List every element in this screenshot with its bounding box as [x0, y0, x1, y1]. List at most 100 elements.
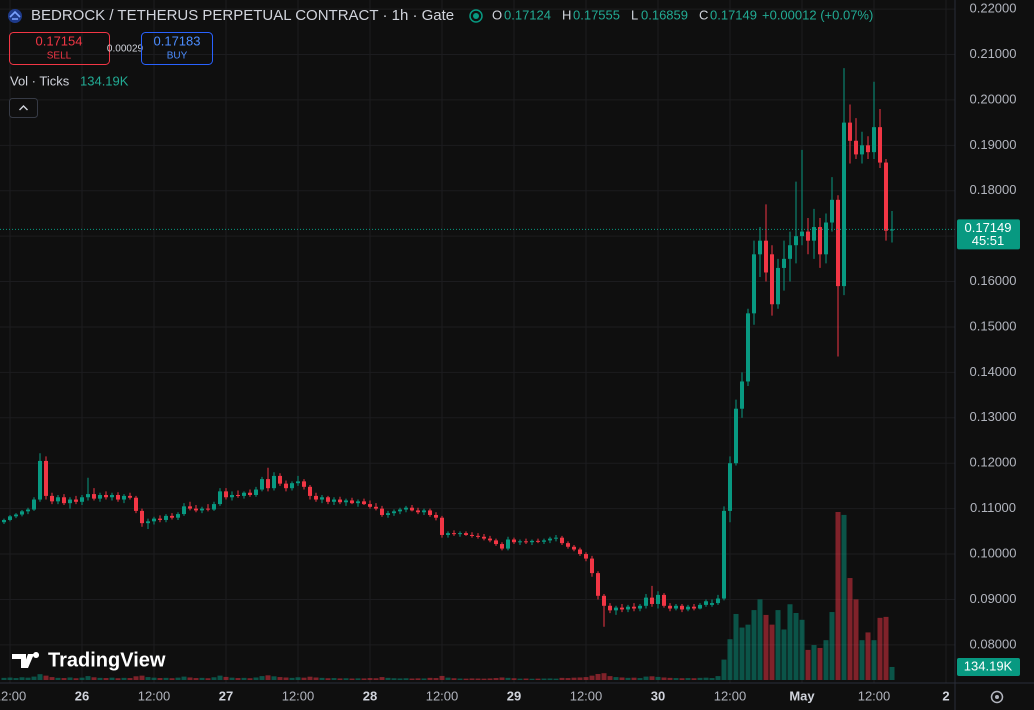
- candle-body: [530, 540, 534, 543]
- candle-body: [560, 537, 564, 544]
- candle-body: [110, 494, 114, 498]
- candle-body: [314, 495, 318, 500]
- volume-bar: [589, 675, 595, 680]
- candle-body: [770, 254, 774, 305]
- volume-bar: [523, 678, 529, 680]
- volume-bar: [307, 676, 313, 680]
- candle-body: [758, 240, 762, 255]
- candle-body: [254, 489, 258, 495]
- candle-body: [554, 537, 558, 539]
- candle-body: [614, 607, 618, 611]
- x-tick-label: 12:00: [570, 688, 603, 703]
- candle-body: [428, 510, 432, 515]
- volume-bar: [745, 624, 751, 680]
- candle-body: [44, 460, 48, 496]
- volume-value-label: 134.19K: [964, 658, 1013, 673]
- candle-body: [386, 513, 390, 515]
- candle-body: [788, 245, 792, 259]
- sell-button[interactable]: [9, 32, 110, 65]
- change-value: +0.00012 (+0.07%): [762, 7, 873, 22]
- volume-bar: [55, 677, 61, 680]
- volume-bar: [13, 678, 19, 680]
- volume-bar: [223, 676, 229, 680]
- candle-body: [302, 481, 306, 487]
- volume-bar: [841, 514, 847, 680]
- volume-bar: [283, 677, 289, 680]
- candle-body: [92, 494, 96, 499]
- sell-price: 0.17154: [36, 33, 83, 48]
- candle-body: [368, 504, 372, 507]
- volume-bar: [793, 612, 799, 680]
- candle-body: [596, 573, 600, 596]
- watermark-text: TradingView: [48, 649, 166, 671]
- volume-bar: [217, 675, 223, 680]
- volume-bar: [685, 678, 691, 680]
- candle-body: [566, 543, 570, 547]
- x-tick-label: 29: [507, 688, 521, 703]
- volume-bar: [445, 677, 451, 680]
- volume-bar: [649, 676, 655, 680]
- candle-body: [206, 508, 210, 510]
- volume-bar: [775, 610, 781, 680]
- candle-body: [176, 514, 180, 518]
- candle-body: [404, 507, 408, 510]
- volume-bar: [811, 645, 817, 680]
- volume-bar: [379, 677, 385, 680]
- collapse-button[interactable]: [9, 98, 38, 118]
- candle-body: [686, 606, 690, 610]
- x-tick-label: 12:00: [282, 688, 315, 703]
- candle-body: [398, 509, 402, 512]
- candle-body: [470, 534, 474, 536]
- volume-bar: [883, 616, 889, 680]
- volume-bar: [121, 677, 127, 680]
- volume-bar: [763, 614, 769, 680]
- volume-bar: [787, 604, 793, 680]
- candle-body: [116, 494, 120, 500]
- volume-bar: [643, 676, 649, 680]
- volume-bar: [565, 678, 571, 680]
- sell-label: SELL: [47, 51, 72, 62]
- volume-bar: [403, 678, 409, 680]
- volume-bar: [151, 677, 157, 680]
- y-tick-label: 0.18000: [970, 182, 1017, 197]
- candle-body: [512, 539, 516, 543]
- volume-bar: [721, 659, 727, 680]
- volume-bar: [319, 677, 325, 680]
- volume-bar: [343, 678, 349, 680]
- candle-body: [500, 544, 504, 549]
- candle-pane: [0, 68, 955, 627]
- high-value: 0.17555: [573, 7, 620, 22]
- settings-icon-center: [995, 695, 999, 699]
- volume-bar: [475, 678, 481, 680]
- settings-icon[interactable]: [990, 690, 1004, 704]
- volume-bar: [103, 678, 109, 680]
- y-tick-label: 0.12000: [970, 455, 1017, 470]
- candle-body: [662, 594, 666, 606]
- volume-bar: [367, 678, 373, 680]
- volume-bar: [73, 678, 79, 680]
- candle-body: [728, 463, 732, 511]
- candle-body: [230, 494, 234, 498]
- candle-body: [842, 122, 846, 287]
- candle-body: [650, 597, 654, 604]
- volume-bar: [157, 678, 163, 680]
- y-tick-label: 0.15000: [970, 318, 1017, 333]
- buy-button[interactable]: [141, 32, 213, 65]
- symbol-title[interactable]: BEDROCK / TETHERUS PERPETUAL CONTRACT · …: [31, 7, 454, 24]
- countdown-label: 45:51: [972, 233, 1005, 248]
- y-tick-label: 0.08000: [970, 636, 1017, 651]
- candle-body: [332, 499, 336, 502]
- candle-body: [890, 229, 894, 231]
- x-tick-label: 12:00: [0, 688, 26, 703]
- volume-bar: [313, 677, 319, 680]
- volume-bar: [595, 673, 601, 680]
- candle-body: [848, 122, 852, 141]
- volume-bar: [91, 677, 97, 680]
- volume-bar: [211, 677, 217, 680]
- volume-bar: [727, 639, 733, 680]
- x-tick-label: 30: [651, 688, 665, 703]
- candle-body: [272, 475, 276, 489]
- volume-bar: [229, 677, 235, 680]
- candle-body: [134, 497, 138, 511]
- volume-bar: [415, 678, 421, 680]
